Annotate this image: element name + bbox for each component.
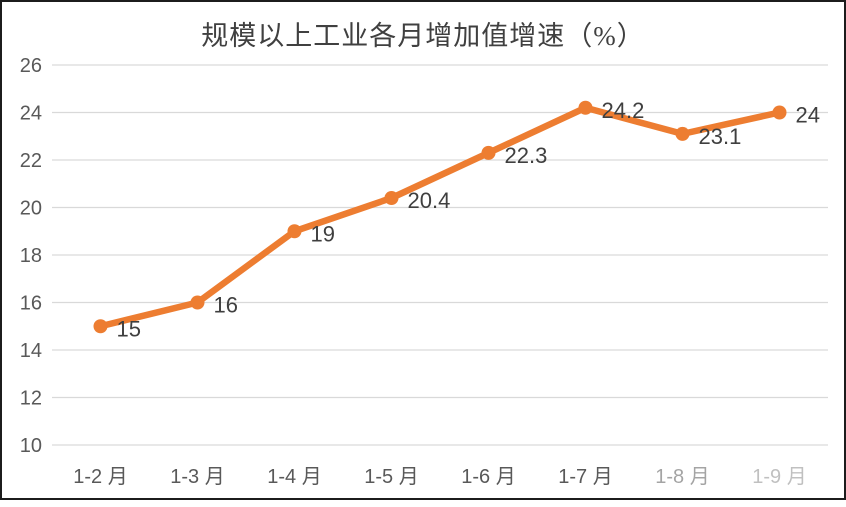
data-point-label: 22.3: [505, 143, 548, 168]
data-point-label: 19: [311, 221, 335, 246]
data-point-marker: [675, 126, 690, 141]
x-axis-category-label: 1-4 月: [267, 466, 321, 488]
y-axis-tick-label: 14: [20, 340, 42, 362]
data-point-label: 15: [117, 316, 141, 341]
data-point-marker: [287, 224, 302, 239]
data-point-label: 24: [796, 103, 820, 128]
data-point-marker: [481, 145, 496, 160]
x-axis-category-label: 1-8 月: [655, 466, 709, 488]
x-axis-category-label: 1-7 月: [558, 466, 612, 488]
data-point-label: 23.1: [699, 124, 742, 149]
data-point-marker: [772, 105, 787, 120]
x-axis-category-label: 1-5 月: [364, 466, 418, 488]
data-point-marker: [93, 319, 108, 334]
y-axis-tick-label: 22: [20, 150, 42, 172]
y-axis-tick-label: 12: [20, 388, 42, 410]
y-axis-tick-label: 16: [20, 293, 42, 315]
data-point-marker: [578, 100, 593, 115]
data-point-label: 20.4: [408, 188, 451, 213]
data-point-label: 24.2: [602, 98, 645, 123]
y-axis-tick-label: 18: [20, 245, 42, 267]
y-axis-tick-label: 26: [20, 55, 42, 77]
y-axis-tick-label: 10: [20, 435, 42, 457]
chart-title: 规模以上工业各月增加值增速（%）: [201, 21, 645, 51]
data-series-line: [97, 104, 783, 330]
x-axis-category-label: 1-6 月: [461, 466, 515, 488]
x-axis-category-label: 1-3 月: [170, 466, 224, 488]
data-point-marker: [190, 295, 205, 310]
x-axis-category-label: 1-2 月: [73, 466, 127, 488]
x-axis-category-label: 1-9 月: [752, 466, 806, 488]
data-point-label: 16: [214, 293, 238, 318]
y-axis-tick-label: 20: [20, 198, 42, 220]
data-point-marker: [384, 191, 399, 205]
y-axis-tick-label: 24: [20, 103, 42, 125]
